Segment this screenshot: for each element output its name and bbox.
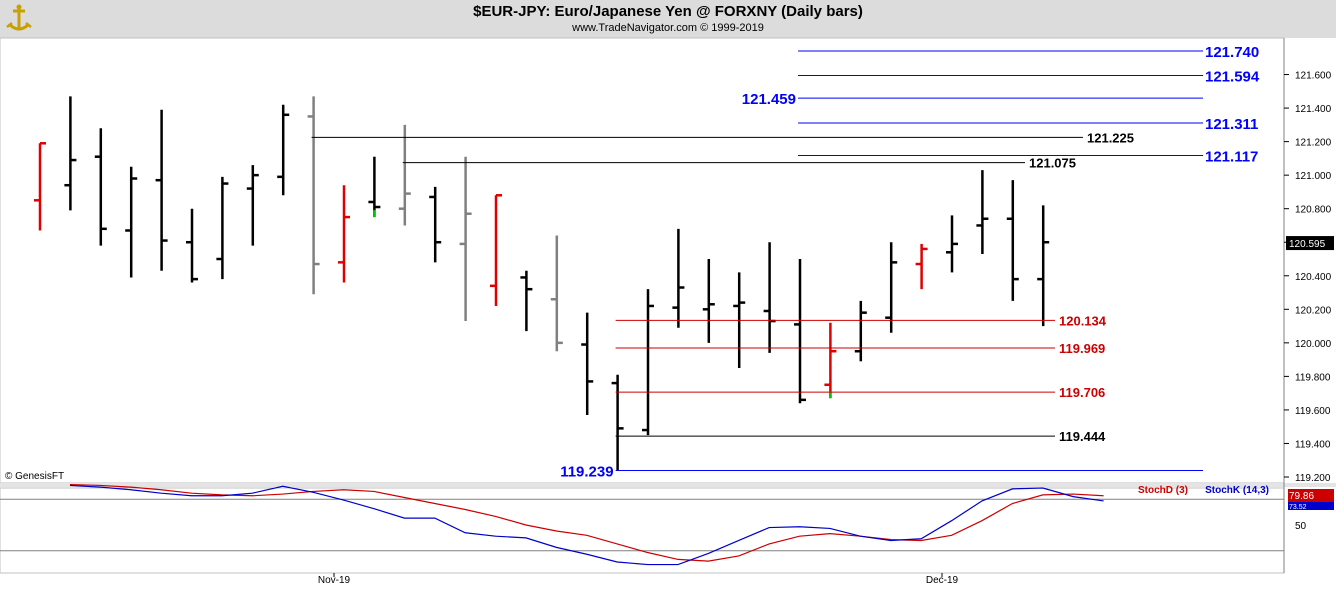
price-bar <box>490 194 502 306</box>
price-bar <box>398 124 411 226</box>
stoch-d-last-marker <box>1288 489 1334 502</box>
price-tick-label: 120.200 <box>1295 305 1332 316</box>
price-tick-label: 120.800 <box>1295 205 1332 216</box>
price-bar <box>976 170 989 254</box>
price-bar <box>155 109 168 271</box>
stoch-tick-label: 50 <box>1295 521 1307 532</box>
level-label: 120.134 <box>1059 313 1107 328</box>
level-label: 121.459 <box>742 91 796 108</box>
last-price-label: 120.595 <box>1289 239 1326 250</box>
stoch-legend-k: StochK (14,3) <box>1205 485 1269 496</box>
level-label: 121.740 <box>1205 44 1259 61</box>
price-bar <box>459 156 472 322</box>
price-bar <box>246 165 259 246</box>
stoch-d-last-label: 79.86 <box>1289 491 1314 502</box>
stoch-k-last-label: 73.52 <box>1289 504 1307 511</box>
price-bar <box>581 312 594 415</box>
price-bar <box>64 96 77 211</box>
price-bar <box>338 185 350 283</box>
price-tick-label: 119.200 <box>1295 473 1331 484</box>
price-bar <box>915 243 928 290</box>
price-bar <box>794 259 806 404</box>
level-label: 121.311 <box>1205 116 1258 133</box>
level-label: 119.444 <box>1059 429 1106 444</box>
price-bar <box>611 374 624 471</box>
price-tick-label: 121.600 <box>1295 71 1332 82</box>
level-label: 119.239 <box>560 463 613 480</box>
stochastic-panel: StochD (3) StochK (14,3) <box>69 483 1269 566</box>
price-bar <box>429 186 442 263</box>
stoch-legend-d: StochD (3) <box>1138 485 1188 496</box>
price-bar <box>368 156 381 218</box>
panel-divider <box>0 483 1336 487</box>
price-bar <box>702 259 715 343</box>
chart-subtitle: www.TradeNavigator.com © 1999-2019 <box>572 22 764 34</box>
price-bar <box>216 176 229 280</box>
level-label: 121.594 <box>1205 69 1260 86</box>
price-tick-label: 120.000 <box>1295 339 1332 350</box>
price-bar <box>34 142 46 231</box>
date-tick-label: Dec-19 <box>926 575 959 586</box>
price-bar <box>186 208 198 283</box>
level-label: 119.969 <box>1059 341 1105 356</box>
chart-header: $EUR-JPY: Euro/Japanese Yen @ FORXNY (Da… <box>0 0 1336 38</box>
price-bar <box>642 289 654 436</box>
stoch-line-d <box>69 483 1104 562</box>
price-bar <box>946 215 958 273</box>
price-tick-label: 119.800 <box>1295 372 1331 383</box>
price-axis-bg <box>1284 38 1336 483</box>
price-tick-label: 121.400 <box>1295 104 1332 115</box>
price-bar <box>1037 205 1050 327</box>
price-bar <box>885 242 898 333</box>
copyright-label: © GenesisFT <box>5 471 64 482</box>
price-axis: 121.600121.400121.200121.000120.800120.6… <box>318 38 1336 586</box>
price-bar <box>672 228 685 328</box>
price-tick-label: 121.200 <box>1295 138 1332 149</box>
price-bar <box>763 242 776 353</box>
stoch-line-k <box>69 484 1104 566</box>
stoch-panel-frame <box>0 487 1285 574</box>
price-tick-label: 121.000 <box>1295 171 1332 182</box>
price-bar <box>1006 180 1019 301</box>
price-bar <box>520 270 533 332</box>
chart-title: $EUR-JPY: Euro/Japanese Yen @ FORXNY (Da… <box>473 3 863 20</box>
price-bar <box>277 104 290 196</box>
price-bar <box>550 235 563 352</box>
price-bar <box>824 322 837 399</box>
price-tick-label: 119.600 <box>1295 406 1331 417</box>
price-bars <box>34 96 1050 471</box>
price-tick-label: 120.400 <box>1295 272 1332 283</box>
price-bar <box>854 300 867 362</box>
price-bar <box>94 128 107 246</box>
price-bar <box>307 96 320 295</box>
trade-navigator-logo-icon <box>4 3 34 35</box>
price-tick-label: 119.400 <box>1295 439 1331 450</box>
last-price-marker <box>1286 236 1334 251</box>
date-tick-label: Nov-19 <box>318 575 351 586</box>
level-label: 121.075 <box>1029 156 1076 171</box>
support-resistance-levels: 121.740 121.594 121.459 121.311 121.225 121.1… <box>311 44 1260 480</box>
level-label: 121.117 <box>1205 149 1258 166</box>
stoch-k-last-marker <box>1288 502 1334 510</box>
level-label: 119.706 <box>1059 385 1105 400</box>
level-label: 121.225 <box>1087 130 1134 145</box>
price-bar <box>125 166 138 278</box>
